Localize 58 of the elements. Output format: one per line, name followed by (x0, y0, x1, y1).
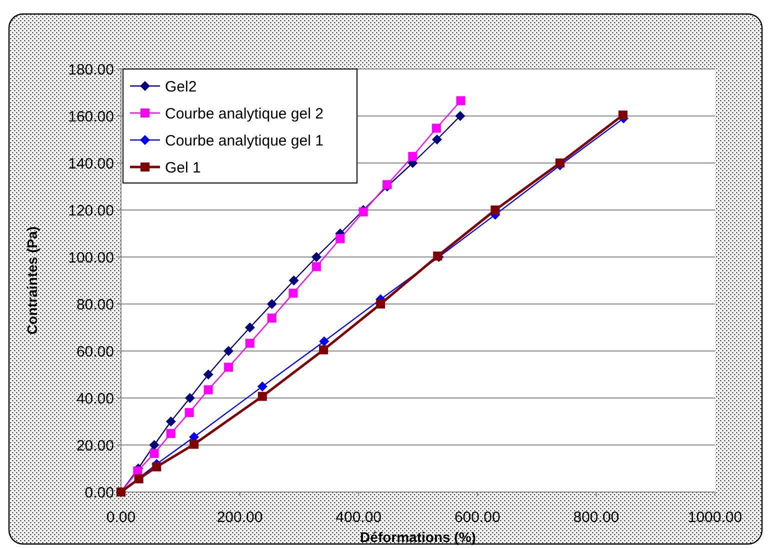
point (288, 276, 299, 286)
point (244, 322, 255, 332)
point (432, 124, 441, 133)
point (257, 381, 268, 392)
y-tick-label: 160.00 (68, 108, 114, 126)
point (203, 370, 214, 380)
y-tick-label: 60.00 (76, 343, 114, 360)
x-axis-title: Déformations (%) (360, 529, 476, 545)
point (258, 392, 267, 401)
point (190, 440, 199, 449)
point (288, 288, 298, 298)
point (134, 474, 144, 484)
point (455, 111, 466, 121)
point (312, 262, 321, 272)
y-tick-label: 100.00 (68, 249, 114, 266)
y-axis-title: Contraintes (Pa) (24, 226, 40, 335)
legend-label: Courbe analytique gel 1 (165, 132, 324, 150)
point (149, 440, 160, 450)
x-tick-label: 1000.00 (688, 509, 742, 526)
y-tick-label: 40.00 (76, 390, 114, 408)
x-tick-label: 800.00 (573, 509, 620, 526)
legend-label: Courbe analytique gel 2 (165, 105, 324, 122)
point (336, 234, 345, 244)
y-tick-label: 120.00 (68, 202, 114, 220)
point (555, 158, 564, 168)
point (224, 362, 234, 372)
point (266, 299, 277, 309)
y-tick-label: 0.00 (84, 484, 114, 502)
legend-label: Gel2 (165, 78, 197, 96)
point (166, 416, 176, 426)
point (150, 448, 159, 458)
y-tick-label: 80.00 (76, 296, 114, 314)
y-tick-label: 180.00 (68, 61, 114, 78)
point (184, 393, 195, 403)
x-tick-label: 400.00 (336, 509, 382, 526)
point (152, 462, 162, 472)
point (245, 338, 254, 348)
point (133, 466, 142, 476)
point (166, 428, 176, 438)
x-tick-label: 0.00 (106, 509, 136, 526)
point (490, 206, 500, 214)
point (267, 314, 276, 323)
point (376, 300, 386, 308)
legend-label: Gel 1 (165, 159, 201, 176)
y-tick-label: 20.00 (76, 437, 114, 454)
point (432, 134, 442, 144)
x-tick-label: 200.00 (216, 509, 263, 526)
x-tick-label: 600.00 (454, 509, 500, 526)
point (224, 346, 234, 356)
point (456, 96, 466, 106)
point (618, 110, 628, 120)
point (319, 345, 328, 354)
point (204, 385, 213, 394)
point (311, 252, 322, 262)
point (184, 408, 194, 418)
y-tick-label: 140.00 (68, 155, 114, 172)
point (408, 152, 418, 161)
point (319, 336, 330, 346)
